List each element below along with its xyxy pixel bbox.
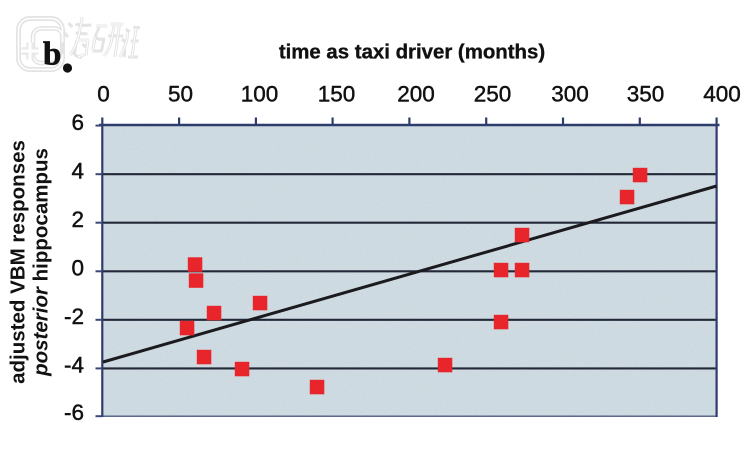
svg-text:100: 100 <box>241 82 279 107</box>
svg-text:0: 0 <box>71 256 84 281</box>
svg-text:0: 0 <box>97 82 110 107</box>
svg-text:posterior hippocampus: posterior hippocampus <box>30 148 53 377</box>
svg-text:6: 6 <box>71 110 84 135</box>
svg-text:adjusted VBM responses: adjusted VBM responses <box>7 140 30 384</box>
svg-text:b: b <box>43 37 61 73</box>
svg-text:350: 350 <box>627 82 665 107</box>
svg-text:200: 200 <box>397 82 435 107</box>
svg-text:50: 50 <box>168 82 193 107</box>
svg-text:400: 400 <box>703 82 741 107</box>
svg-text:300: 300 <box>551 82 589 107</box>
svg-text:4: 4 <box>71 159 84 184</box>
svg-text:-2: -2 <box>64 304 84 329</box>
svg-text:time as taxi driver (months): time as taxi driver (months) <box>279 42 545 64</box>
svg-text:-6: -6 <box>64 400 84 425</box>
svg-text:150: 150 <box>318 82 356 107</box>
svg-text:2: 2 <box>71 207 84 232</box>
svg-text:250: 250 <box>474 82 512 107</box>
svg-text:-4: -4 <box>64 353 84 378</box>
